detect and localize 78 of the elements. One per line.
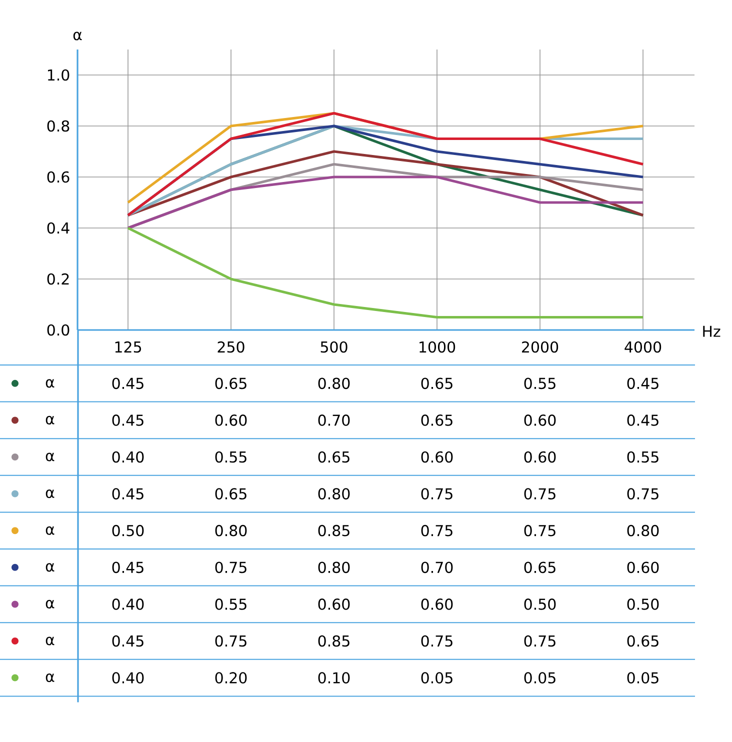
data-label: 0.75 — [215, 562, 246, 574]
data-label: 0.85 — [318, 635, 350, 647]
data-label: 0.50 — [112, 524, 144, 536]
y-tick-label: 0.6 — [47, 171, 70, 183]
data-label: 0.85 — [318, 524, 350, 536]
data-label: 0.45 — [112, 378, 144, 390]
data-label: 0.60 — [421, 598, 453, 610]
data-label: 0.60 — [524, 451, 556, 463]
x-axis-title: Hz — [703, 326, 720, 337]
x-tick-label: 250 — [218, 341, 244, 353]
data-label: 0.55 — [215, 598, 246, 610]
y-axis-title: α — [73, 32, 82, 40]
legend-label: α — [46, 526, 54, 535]
legend-label: α — [46, 636, 54, 646]
data-label: 0.05 — [421, 672, 452, 684]
data-label: 0.45 — [112, 488, 144, 500]
data-label: 0.45 — [627, 414, 658, 426]
x-tick-label: 500 — [320, 341, 348, 353]
data-label: 0.80 — [627, 524, 659, 536]
data-label: 0.45 — [112, 414, 144, 426]
data-label: 0.45 — [112, 562, 144, 574]
legend-label: α — [46, 416, 54, 424]
x-tick-label: 4000 — [624, 341, 662, 353]
x-tick-label: 125 — [115, 341, 141, 353]
y-tick-label: 0.2 — [47, 273, 69, 285]
data-label: 0.05 — [524, 672, 556, 684]
data-label: 0.75 — [421, 524, 452, 536]
legend-label: α — [46, 452, 54, 462]
data-label: 0.50 — [627, 598, 659, 610]
data-label: 0.75 — [421, 635, 452, 647]
legend-label: α — [46, 563, 54, 572]
legend-label: α — [46, 600, 54, 608]
data-label: 0.05 — [627, 672, 658, 684]
legend-label: α — [46, 674, 54, 682]
data-label: 0.55 — [524, 378, 556, 390]
data-label: 0.75 — [524, 524, 556, 536]
data-label: 0.45 — [112, 635, 144, 647]
data-label: 0.80 — [215, 524, 247, 536]
data-label: 0.40 — [112, 598, 144, 610]
x-tick-label: 2000 — [522, 341, 558, 353]
data-label: 0.75 — [524, 635, 556, 647]
legend-label: α — [46, 379, 54, 388]
data-label: 0.75 — [627, 488, 658, 500]
data-label: 0.55 — [215, 451, 246, 463]
data-label: 0.65 — [627, 635, 658, 647]
legend-label: α — [46, 490, 54, 498]
data-label: 0.65 — [421, 378, 452, 390]
data-label: 0.65 — [318, 451, 350, 463]
data-label: 0.65 — [215, 488, 246, 500]
data-label: 0.80 — [318, 488, 350, 500]
data-label: 0.60 — [421, 451, 453, 463]
y-tick-label: 1.0 — [48, 69, 70, 81]
data-label: 0.80 — [318, 378, 350, 390]
data-label: 0.70 — [421, 562, 453, 574]
data-label: 0.75 — [524, 488, 556, 500]
data-label: 0.60 — [318, 598, 350, 610]
data-label: 0.70 — [318, 414, 350, 426]
y-tick-label: 0.0 — [47, 324, 70, 336]
data-label: 0.75 — [215, 635, 246, 647]
data-label: 0.60 — [627, 562, 659, 574]
data-label: 0.45 — [627, 378, 658, 390]
data-label: 0.60 — [524, 414, 556, 426]
data-label: 0.40 — [112, 672, 144, 684]
data-label: 0.65 — [524, 562, 556, 574]
data-label: 0.10 — [318, 672, 350, 684]
line-series — [126, 176, 644, 230]
data-label: 0.20 — [215, 672, 247, 684]
data-label: 0.65 — [421, 414, 452, 426]
data-label: 0.60 — [215, 414, 247, 426]
data-label: 0.50 — [524, 598, 556, 610]
data-label: 0.65 — [215, 378, 246, 390]
y-tick-label: 0.4 — [47, 222, 70, 234]
y-tick-label: 0.8 — [47, 120, 70, 132]
data-label: 0.75 — [421, 488, 452, 500]
data-label: 0.80 — [318, 562, 350, 574]
data-label: 0.55 — [627, 451, 658, 463]
data-label: 0.40 — [112, 451, 144, 463]
x-tick-label: 1000 — [420, 341, 456, 353]
